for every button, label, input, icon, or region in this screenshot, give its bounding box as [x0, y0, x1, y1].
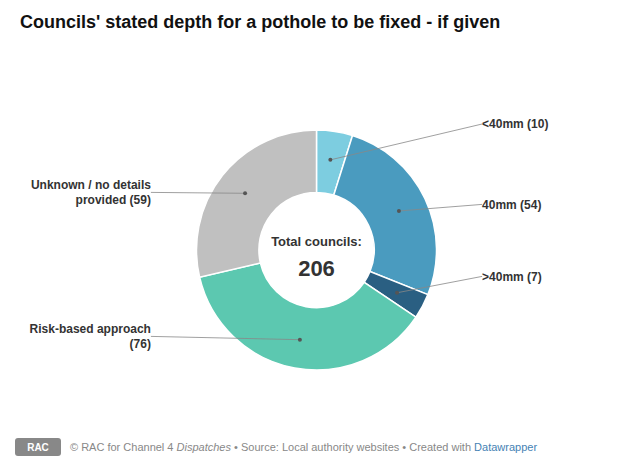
leader-dot	[243, 191, 247, 195]
center-text: 206	[298, 256, 335, 281]
center-text: Total councils:	[271, 234, 362, 249]
leader-line	[151, 192, 245, 194]
slice-label: 40mm (54)	[482, 198, 541, 212]
leader-line	[330, 124, 482, 160]
leader-dot	[298, 338, 302, 342]
footer: © RAC for Channel 4 Dispatches • Source:…	[70, 441, 537, 453]
donut: Total councils: 206 <40mm (10) 40mm (54) >40…	[30, 117, 549, 370]
leader-dot	[395, 291, 399, 295]
footer-text: Dispatches	[177, 441, 232, 453]
slice-label: >40mm (7)	[482, 270, 542, 284]
footer-text: Datawrapper	[474, 441, 537, 453]
slice-label: <40mm (10)	[482, 117, 548, 131]
logo-text: RAC	[27, 442, 49, 453]
slice-label: Risk-based approach(76)	[30, 322, 151, 350]
footer-text: © RAC for Channel 4	[70, 441, 177, 453]
leader-dot	[328, 158, 332, 162]
leader-line	[397, 276, 482, 292]
footer-text: • Source: Local authority websites • Cre…	[231, 441, 474, 453]
leader-line	[399, 204, 482, 211]
chart: Councils' stated depth for a pothole to …	[0, 0, 633, 465]
slice	[334, 136, 437, 295]
leader-dot	[397, 209, 401, 213]
title: Councils' stated depth for a pothole to …	[20, 12, 500, 32]
slice-label: Unknown / no detailsprovided (59)	[31, 178, 151, 206]
logo-box	[15, 438, 61, 456]
leader-line	[151, 336, 300, 339]
